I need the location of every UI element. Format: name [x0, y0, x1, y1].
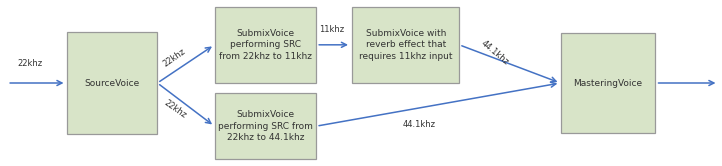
Bar — [561, 33, 655, 133]
Text: MasteringVoice: MasteringVoice — [573, 79, 643, 87]
Text: SourceVoice: SourceVoice — [84, 79, 139, 87]
Bar — [215, 7, 316, 83]
Text: SubmixVoice
performing SRC from
22khz to 44.1khz: SubmixVoice performing SRC from 22khz to… — [218, 110, 313, 142]
Text: 22khz: 22khz — [162, 98, 188, 120]
Text: 44.1khz: 44.1khz — [402, 120, 435, 129]
Text: 22khz: 22khz — [18, 59, 43, 68]
Text: 11khz: 11khz — [320, 25, 344, 34]
Bar — [215, 93, 316, 159]
Bar — [66, 32, 157, 134]
Bar — [352, 7, 459, 83]
Text: SubmixVoice with
reverb effect that
requires 11khz input: SubmixVoice with reverb effect that requ… — [359, 29, 453, 61]
Text: 44.1khz: 44.1khz — [479, 39, 511, 67]
Text: 22khz: 22khz — [162, 46, 188, 68]
Text: SubmixVoice
performing SRC
from 22khz to 11khz: SubmixVoice performing SRC from 22khz to… — [219, 29, 312, 61]
